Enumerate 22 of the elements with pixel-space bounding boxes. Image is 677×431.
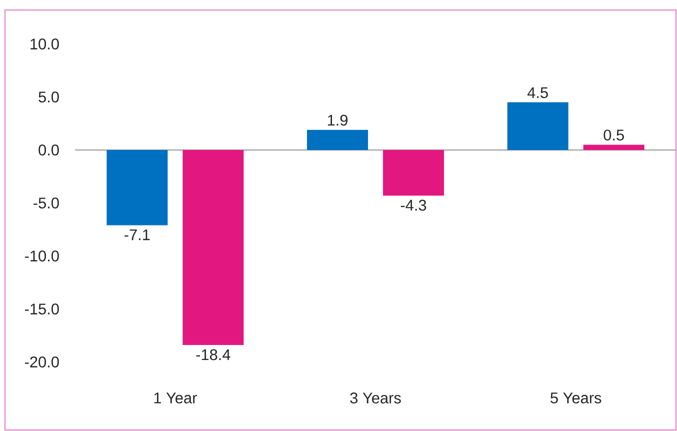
data-label: -18.4 [196, 349, 230, 360]
y-tick-label: 10.0 [30, 38, 59, 50]
y-tick-label: -5.0 [34, 198, 59, 208]
y-tick-label: 0.0 [38, 144, 59, 156]
bar [383, 150, 444, 196]
bar [182, 150, 244, 346]
y-tick-label: -15.0 [24, 304, 59, 314]
bar [583, 144, 644, 150]
bar [507, 102, 568, 150]
data-label: 4.5 [527, 87, 548, 98]
y-tick-label: -20.0 [24, 356, 59, 368]
bar [307, 130, 368, 150]
y-tick-label: 5.0 [38, 92, 59, 102]
y-tick-label: -10.0 [24, 250, 59, 262]
data-label: 1.9 [328, 114, 348, 126]
bar [106, 150, 168, 226]
x-tick-label: 5 Years [550, 392, 602, 404]
x-tick-label: 3 Years [350, 392, 401, 404]
data-label: 0.5 [604, 130, 624, 141]
data-label: -4.3 [400, 200, 426, 211]
data-label: -7.1 [124, 229, 150, 240]
x-tick-label: 1 Year [154, 392, 197, 404]
